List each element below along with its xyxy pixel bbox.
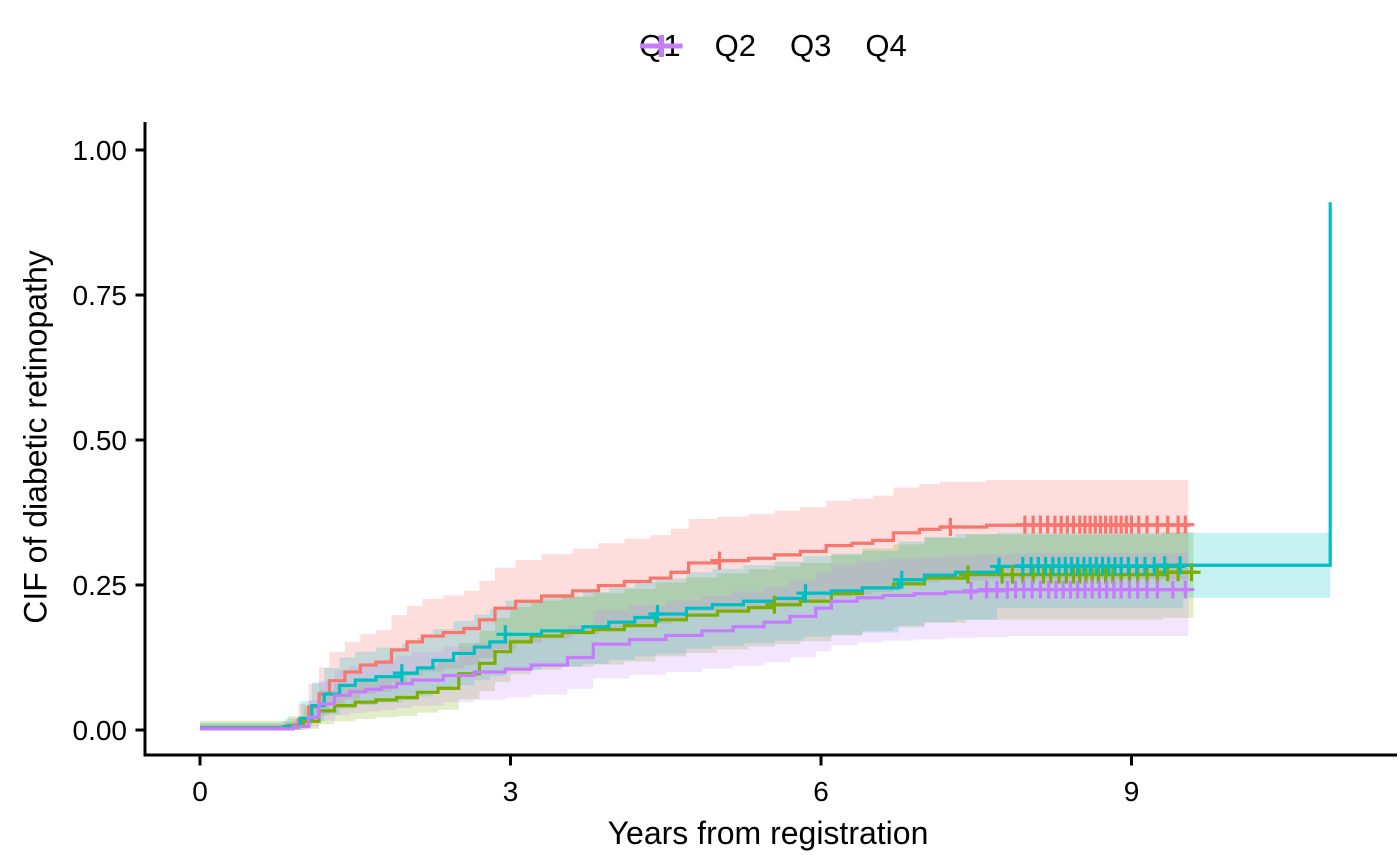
x-tick-label: 9 (1124, 776, 1140, 807)
legend-item-q3: Q3 (640, 28, 832, 63)
x-tick-label: 6 (813, 776, 829, 807)
band-q4 (200, 553, 1189, 730)
curve-q2 (200, 570, 1194, 730)
curve-q4 (200, 588, 1189, 731)
y-tick-label: 0.25 (73, 570, 128, 601)
axes: 0 3 6 9 0.00 0.25 0.50 0.75 1.00 (73, 122, 1397, 807)
y-tick-label: 0.75 (73, 280, 128, 311)
legend-item-q4: Q4 (640, 28, 907, 63)
x-tick-label: 0 (192, 776, 208, 807)
confidence-bands (200, 479, 1331, 730)
censors-q3 (392, 556, 1190, 683)
legend-label-q4: Q4 (865, 28, 907, 63)
censors-q1 (710, 515, 1195, 570)
censors-q4 (962, 580, 1195, 600)
band-q1 (200, 479, 1189, 730)
y-tick-label: 0.00 (73, 715, 128, 746)
legend-item-q2: Q2 (640, 28, 756, 63)
y-tick-label: 0.50 (73, 425, 128, 456)
cif-curves (200, 202, 1332, 731)
x-axis-title: Years from registration (607, 815, 929, 851)
legend: Q1 Q2 Q3 Q4 (639, 30, 906, 61)
band-q2 (200, 532, 1194, 730)
legend-label-q2: Q2 (714, 28, 756, 63)
curve-q3 (200, 202, 1332, 730)
legend-label-q3: Q3 (790, 28, 832, 63)
legend-key-plus-icon (640, 35, 683, 57)
censor-marks (392, 515, 1201, 683)
curve-q1 (200, 523, 1191, 731)
y-axis-title: CIF of diabetic retinopathy (17, 250, 54, 624)
x-tick-label: 3 (503, 776, 519, 807)
y-tick-label: 1.00 (73, 135, 128, 166)
